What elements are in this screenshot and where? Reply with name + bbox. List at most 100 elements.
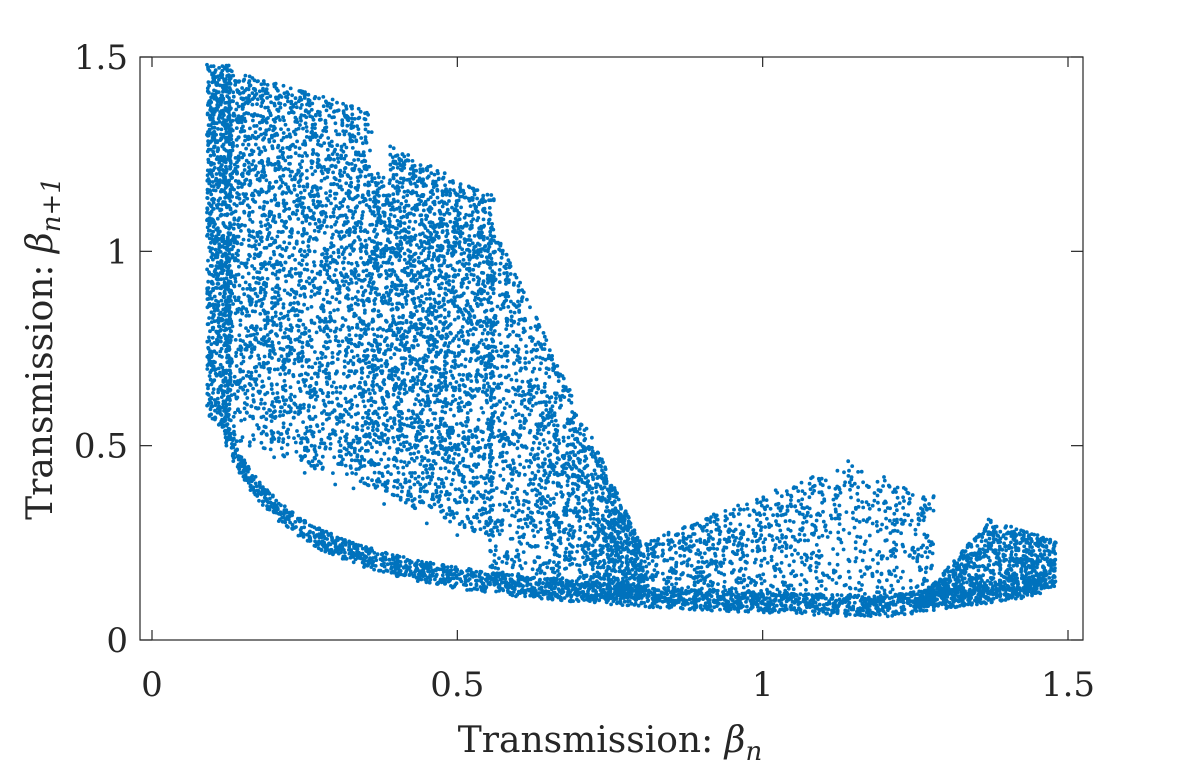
scatter-point [430,375,434,379]
scatter-point [462,525,467,530]
scatter-point [453,203,458,207]
scatter-point [444,280,449,285]
scatter-point [264,284,269,289]
scatter-point [278,327,283,332]
scatter-point [299,190,303,195]
scatter-point [442,307,447,312]
scatter-point [349,184,353,189]
scatter-point [356,273,361,278]
scatter-point [361,293,365,298]
scatter-point [408,172,412,176]
scatter-point [303,141,307,146]
scatter-point [315,423,319,428]
scatter-point [360,428,365,433]
scatter-point [310,278,315,283]
scatter-point [253,405,258,410]
scatter-point [326,435,331,440]
scatter-point [243,384,247,388]
scatter-point [278,175,282,179]
scatter-point [464,221,469,226]
scatter-point [217,99,221,103]
scatter-point [305,176,309,181]
scatter-point [248,340,253,345]
scatter-point [270,236,274,241]
scatter-point [245,196,250,201]
scatter-point [268,111,273,116]
scatter-point [256,113,260,118]
scatter-point [426,419,430,423]
scatter-point [258,290,263,295]
scatter-point [307,237,311,242]
scatter-point [241,124,245,129]
scatter-point [367,322,371,327]
scatter-point [238,318,243,323]
scatter-point [252,199,256,204]
scatter-point [333,258,338,263]
scatter-point [387,368,392,373]
scatter-point [228,398,232,403]
scatter-point [250,152,254,157]
scatter-point [366,180,371,185]
scatter-point [231,113,236,118]
scatter-point [256,146,261,151]
scatter-point [297,318,301,323]
scatter-point [395,493,400,498]
scatter-point [485,297,490,302]
scatter-point [280,254,285,259]
scatter-point [306,408,311,413]
scatter-point [280,146,285,151]
scatter-point [358,380,362,385]
scatter-point [272,265,276,270]
scatter-point [222,312,227,317]
scatter-point [236,253,240,257]
scatter-point [441,508,445,513]
scatter-point [334,390,339,394]
scatter-point [287,145,292,150]
scatter-point [205,206,210,211]
scatter-point [361,399,366,404]
scatter-point [309,289,314,293]
scatter-point [334,191,339,196]
scatter-point [366,374,370,379]
scatter-point [213,415,218,420]
scatter-point [235,144,240,148]
scatter-point [216,105,221,109]
scatter-point [471,267,476,272]
scatter-point [400,433,405,437]
scatter-point [291,374,296,379]
scatter-point [471,196,475,201]
scatter-point [224,276,229,281]
scatter-point [220,98,225,102]
scatter-point [227,81,231,86]
scatter-point [316,229,321,234]
scatter-point [235,88,240,92]
scatter-point [261,115,266,119]
scatter-point [301,240,305,245]
scatter-point [330,144,334,149]
scatter-point [251,159,256,163]
scatter-point [245,287,250,291]
scatter-point [212,241,217,246]
scatter-point [291,415,296,420]
scatter-point [223,177,228,182]
scatter-point [302,196,306,200]
scatter-point [353,394,358,399]
scatter-point [357,115,362,120]
scatter-point [240,174,245,179]
scatter-point [254,369,258,374]
scatter-point [363,117,368,122]
scatter-point [289,190,294,195]
scatter-point [463,240,467,245]
scatter-point [330,355,335,359]
scatter-point [229,334,234,339]
scatter-point [224,89,229,94]
scatter-point [447,323,451,328]
scatter-point [206,160,211,165]
scatter-point [215,340,220,345]
scatter-point [359,285,364,290]
scatter-point [298,247,303,252]
scatter-point [298,115,303,120]
scatter-point [326,136,331,140]
scatter-point [300,220,305,225]
scatter-point [215,286,219,290]
